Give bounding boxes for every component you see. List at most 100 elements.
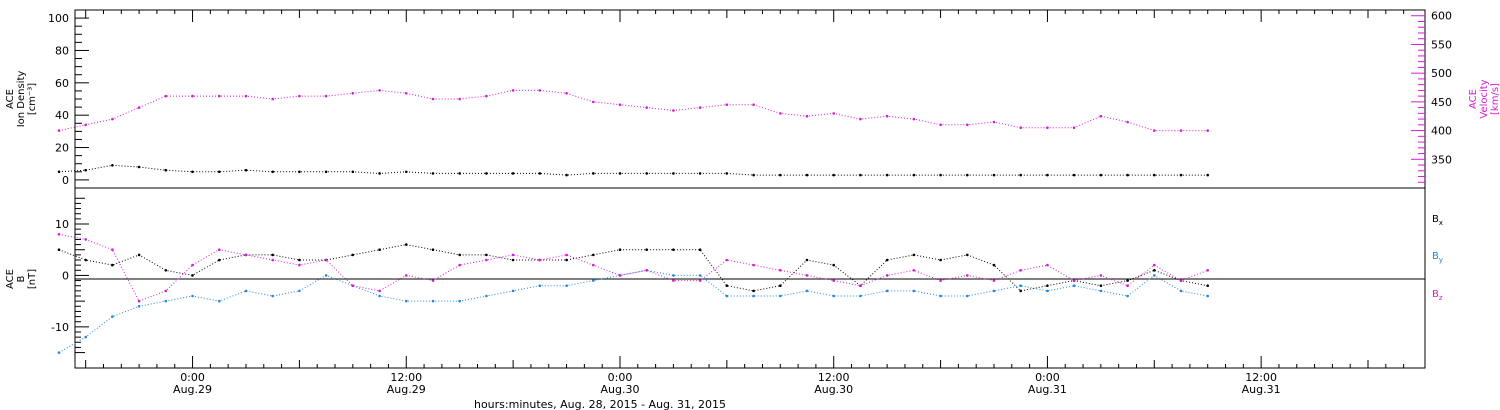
velocity-series-point <box>298 94 301 98</box>
by-series-point <box>431 299 435 303</box>
x-tick-date-label: Aug.31 <box>1028 383 1067 396</box>
by-series-point <box>538 284 542 288</box>
velocity-series-point <box>218 94 221 98</box>
bz-series <box>57 233 1209 303</box>
velocity-series-point <box>84 123 87 127</box>
bz-series-point <box>618 274 622 277</box>
ion-density-series-point <box>618 172 622 175</box>
legend-label-sub: z <box>1439 294 1443 302</box>
bz-series-point <box>271 258 275 262</box>
bx-series <box>57 243 1209 293</box>
velocity-series-point <box>458 97 462 101</box>
velocity-series-point <box>351 92 355 95</box>
bz-series-point <box>324 258 328 262</box>
ion-density-series-point <box>191 170 194 174</box>
bz-series-point <box>191 263 194 267</box>
top-right-axis-label: ACE Velocity [km/s] <box>1468 79 1500 118</box>
bx-series-point <box>351 253 355 257</box>
ion-density-series-point <box>351 170 355 174</box>
axis-title-line: Ion Density <box>16 71 27 128</box>
velocity-series-point <box>592 100 595 104</box>
velocity-series-point <box>485 94 488 98</box>
bx-series-point <box>592 253 595 257</box>
bx-series-point <box>485 253 488 257</box>
axis-title-line: B <box>16 275 27 282</box>
by-series-point <box>565 284 568 288</box>
by-series-point <box>1072 284 1076 288</box>
x-tick-time-label: 12:00 <box>1245 371 1277 384</box>
by-series-point <box>672 274 675 277</box>
by-series-point <box>592 279 595 282</box>
bx-series-point <box>511 258 515 262</box>
ion-density-series-point <box>645 172 648 175</box>
legend-item-by: By <box>1432 251 1443 264</box>
bx-series-point <box>618 248 622 251</box>
bz-series-point <box>244 253 248 257</box>
velocity-series-point <box>1206 129 1209 132</box>
bx-series-point <box>1099 284 1103 288</box>
bottom-left-tick-label: 0 <box>62 269 69 282</box>
velocity-series-point <box>832 112 835 115</box>
ion-density-series-point <box>1126 173 1129 177</box>
bz-series-point <box>939 279 942 282</box>
by-series-point <box>912 289 916 293</box>
bx-series-point <box>939 258 942 262</box>
velocity-series-point <box>511 89 515 92</box>
ion-density-series <box>57 164 1209 177</box>
bz-series-point <box>832 279 835 282</box>
bz-series-point <box>645 269 648 272</box>
by-series-point <box>805 289 809 293</box>
bx-series-point <box>57 248 61 251</box>
by-series-point <box>218 299 221 303</box>
by-series-point <box>485 294 488 298</box>
ion-density-series-point <box>779 173 782 177</box>
bx-series-point <box>1019 289 1022 293</box>
by-series-line <box>58 269 1208 354</box>
velocity-series-point <box>538 89 542 92</box>
velocity-series-point <box>779 112 782 115</box>
ion-density-series-point <box>324 170 328 174</box>
ion-density-series-point <box>725 172 729 175</box>
bz-series-point <box>672 279 675 282</box>
ion-density-series-point <box>84 168 87 172</box>
legend-label: Bz <box>1432 289 1443 302</box>
ion-density-series-point <box>271 170 275 174</box>
axis-title-line: ACE <box>5 89 16 109</box>
velocity-series-point <box>1153 129 1156 132</box>
bz-series-point <box>1072 279 1076 282</box>
bx-series-point <box>84 258 87 262</box>
ion-density-series-point <box>1206 173 1209 177</box>
bottom-left-tick-label: 10 <box>55 218 69 231</box>
bx-series-point <box>1206 284 1209 288</box>
bx-series-point <box>218 258 221 262</box>
bz-series-point <box>779 269 782 272</box>
bz-series-point <box>111 248 114 251</box>
ion-density-series-point <box>859 173 862 177</box>
x-tick-time-label: 0:00 <box>608 371 633 384</box>
by-series-point <box>885 289 889 293</box>
ion-density-series-point <box>111 164 114 167</box>
legend-label-main: B <box>1432 251 1439 262</box>
by-series-point <box>992 289 996 293</box>
top-right-tick-label: 450 <box>1431 96 1452 109</box>
bz-series-point <box>164 289 168 293</box>
bx-series-point <box>378 248 381 251</box>
by-series-point <box>191 294 194 298</box>
bz-series-point <box>1206 269 1209 272</box>
ion-density-series-point <box>1099 173 1103 177</box>
axis-title-line: [nT] <box>27 269 38 289</box>
x-tick-time-label: 0:00 <box>1035 371 1060 384</box>
bz-series-point <box>1046 263 1049 267</box>
ion-density-series-point <box>164 168 168 172</box>
ion-density-series-point <box>1019 173 1022 177</box>
bz-series-point <box>1099 274 1103 277</box>
bx-series-point <box>111 263 114 267</box>
ion-density-series-point <box>1072 173 1076 177</box>
bz-series-point <box>565 253 568 257</box>
ion-density-series-point <box>752 173 755 177</box>
by-series-point <box>298 289 301 293</box>
ion-density-series-point <box>939 173 942 177</box>
ion-density-series-point <box>485 172 488 175</box>
